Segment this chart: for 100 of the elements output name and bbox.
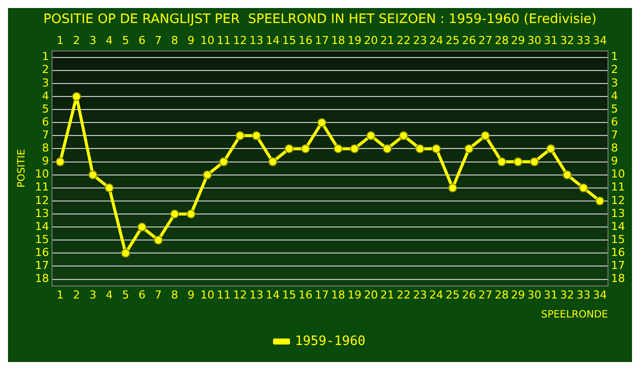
x2-tick-label: 31: [544, 34, 558, 48]
x-tick-label: 17: [314, 288, 329, 302]
x-tick-label: 27: [478, 288, 492, 302]
chart-title: POSITIE OP DE RANGLIJST PER SPEELROND IN HET SEIZOEN : 1959-1960 (Eredivisie): [43, 12, 597, 28]
x-tick-label: 24: [429, 288, 444, 302]
x-tick-label: 14: [266, 288, 280, 302]
y-tick-label: 14: [34, 220, 49, 233]
x-tick-label: 5: [122, 288, 130, 302]
point: [382, 144, 392, 154]
point: [399, 131, 408, 140]
y2-tick-label: 3: [611, 76, 618, 90]
x-tick-label: 15: [282, 288, 296, 302]
x2-tick-label: 26: [462, 34, 476, 48]
y2-tick-label: 13: [611, 206, 626, 220]
x-tick-label: 20: [364, 288, 378, 302]
y-tick-label: 5: [42, 102, 49, 116]
y-tick-label: 7: [42, 128, 49, 142]
point: [480, 131, 490, 140]
x2-tick-label: 19: [348, 34, 362, 48]
point: [121, 248, 130, 258]
point: [415, 144, 424, 154]
x-tick-label: 18: [331, 288, 346, 302]
point: [268, 157, 278, 166]
point: [595, 196, 604, 206]
y-tick-label: 12: [34, 194, 49, 207]
point: [154, 236, 163, 245]
y2-tick-label: 14: [611, 220, 626, 233]
x-tick-label: 23: [412, 288, 427, 302]
x-tick-label: 32: [560, 288, 574, 302]
y-tick-label: 18: [34, 272, 49, 286]
y-tick-label: 17: [34, 259, 49, 272]
x2-tick-label: 27: [478, 34, 492, 48]
x2-tick-label: 32: [560, 34, 574, 48]
x2-tick-label: 7: [154, 34, 162, 48]
x-tick-label: 9: [188, 288, 194, 302]
x2-tick-label: 23: [412, 34, 427, 48]
x2-tick-label: 24: [429, 34, 444, 48]
y2-tick-label: 18: [611, 272, 626, 286]
point: [137, 222, 146, 232]
point: [202, 170, 212, 180]
x-tick-label: 25: [446, 288, 460, 302]
x2-tick-label: 9: [188, 34, 194, 48]
x2-tick-label: 15: [282, 34, 296, 48]
y2-tick-label: 15: [611, 232, 626, 246]
y2-tick-label: 16: [611, 246, 626, 260]
x-tick-label: 26: [462, 288, 476, 302]
x-tick-label: 4: [106, 288, 113, 302]
x2-tick-label: 3: [89, 34, 96, 48]
point: [497, 157, 506, 166]
x-tick-label: 21: [380, 288, 394, 302]
y-tick-label: 1: [42, 50, 49, 64]
x2-tick-label: 34: [592, 34, 607, 48]
x-tick-label: 28: [494, 288, 509, 302]
point: [252, 131, 261, 140]
point: [334, 144, 343, 154]
y2-tick-label: 8: [611, 142, 618, 155]
point: [514, 157, 523, 166]
x2-tick-label: 20: [364, 34, 378, 48]
point: [350, 144, 360, 154]
point: [284, 144, 294, 154]
x2-tick-label: 25: [446, 34, 460, 48]
point: [72, 92, 82, 101]
y2-tick-label: 4: [611, 89, 618, 102]
x-tick-label: 30: [527, 288, 542, 302]
x-tick-label: 31: [544, 288, 558, 302]
point: [219, 157, 228, 166]
y-tick-label: 9: [42, 154, 49, 168]
x2-tick-label: 28: [494, 34, 509, 48]
y2-tick-label: 2: [611, 63, 618, 76]
x2-tick-label: 21: [380, 34, 394, 48]
point: [170, 209, 180, 218]
x-tick-label: 22: [396, 288, 411, 302]
x-tick-label: 13: [249, 288, 264, 302]
x-tick-label: 12: [233, 288, 248, 302]
x2-tick-label: 13: [249, 34, 264, 48]
x-tick-label: 7: [154, 288, 162, 302]
y2-tick-label: 6: [611, 115, 618, 128]
point: [562, 170, 572, 180]
x-tick-label: 8: [171, 288, 178, 302]
x2-tick-label: 33: [576, 34, 590, 48]
x2-tick-label: 17: [314, 34, 329, 48]
x2-tick-label: 10: [200, 34, 214, 48]
x-tick-label: 29: [511, 288, 526, 302]
y-tick-label: 15: [34, 232, 49, 246]
point: [464, 144, 474, 154]
x-tick-label: 6: [138, 288, 146, 302]
x2-tick-label: 4: [106, 34, 113, 48]
point: [186, 209, 196, 218]
y-tick-label: 16: [34, 246, 49, 260]
x-tick-label: 16: [298, 288, 312, 302]
y2-tick-label: 10: [611, 168, 626, 181]
y2-tick-label: 17: [611, 259, 626, 272]
x-tick-label: 33: [576, 288, 590, 302]
y2-tick-label: 5: [611, 102, 618, 116]
x2-tick-label: 2: [73, 34, 80, 48]
y-tick-label: 4: [42, 89, 49, 102]
point: [578, 183, 588, 192]
x2-tick-label: 29: [511, 34, 526, 48]
y-tick-label: 8: [42, 142, 49, 155]
y-tick-label: 3: [42, 76, 49, 90]
